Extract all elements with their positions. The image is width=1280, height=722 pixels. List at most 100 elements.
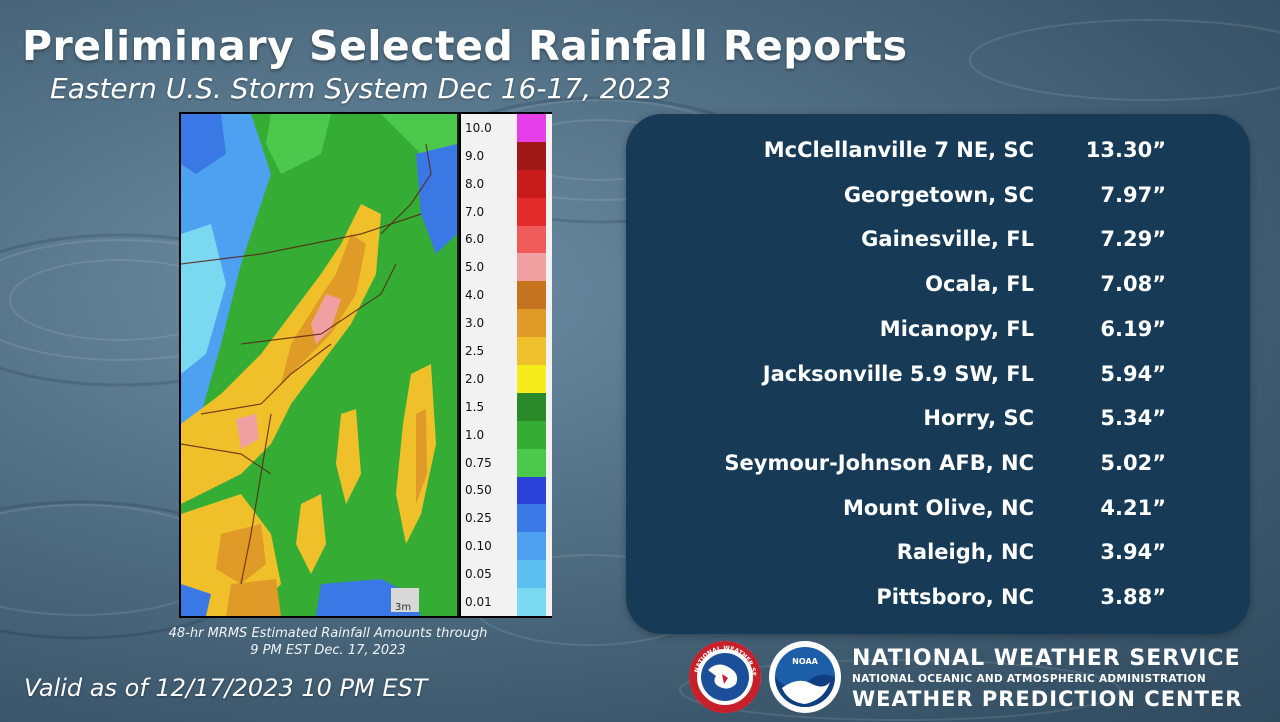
legend-swatch — [517, 560, 546, 589]
legend-label: 0.50 — [465, 483, 492, 498]
report-row: Seymour-Johnson AFB, NC 5.02” — [626, 451, 1250, 481]
map-caption-line1: 48-hr MRMS Estimated Rainfall Amounts th… — [168, 626, 488, 641]
legend-swatch — [517, 253, 546, 282]
report-amount: 7.97” — [1100, 182, 1166, 207]
report-location: Jacksonville 5.9 SW, FL — [762, 361, 1034, 386]
report-amount: 7.08” — [1100, 272, 1166, 297]
rainfall-reports-panel: McClellanville 7 NE, SC 13.30” Georgetown,… — [626, 114, 1250, 634]
noaa-logo-text: NOAA — [792, 657, 818, 666]
report-location: Horry, SC — [923, 406, 1034, 431]
legend-label: 0.25 — [465, 511, 492, 526]
legend-swatch — [517, 588, 546, 616]
legend-row: 1.5 — [461, 392, 552, 421]
report-amount: 6.19” — [1100, 316, 1166, 341]
nws-logo-icon: NATIONAL WEATHER SERVICE — [688, 640, 761, 713]
report-amount: 4.21” — [1100, 495, 1166, 520]
legend-swatch — [517, 281, 546, 310]
report-location: Seymour-Johnson AFB, NC — [724, 450, 1034, 475]
legend-label: 1.0 — [465, 427, 485, 442]
legend-label: 10.0 — [465, 120, 492, 135]
legend-row: 9.0 — [461, 141, 552, 170]
report-row: Horry, SC 5.34” — [626, 406, 1250, 436]
report-location: Raleigh, NC — [896, 540, 1034, 565]
legend-row: 0.75 — [461, 448, 552, 477]
legend-label: 7.0 — [465, 204, 485, 219]
report-amount: 5.02” — [1100, 450, 1166, 475]
report-row: Ocala, FL 7.08” — [626, 272, 1250, 302]
report-row: Gainesville, FL 7.29” — [626, 227, 1250, 257]
legend-swatch — [517, 114, 546, 142]
report-location: Micanopy, FL — [879, 316, 1034, 341]
noaa-logo-icon: NOAA — [769, 641, 841, 713]
report-location: Pittsboro, NC — [876, 585, 1034, 609]
legend-label: 0.75 — [465, 455, 492, 470]
legend-label: 2.0 — [465, 371, 485, 386]
page-subtitle: Eastern U.S. Storm System Dec 16-17, 202… — [50, 72, 672, 105]
legend-label: 4.0 — [465, 288, 485, 303]
legend-row: 7.0 — [461, 197, 552, 226]
report-location: Georgetown, SC — [843, 182, 1034, 207]
legend-label: 0.05 — [465, 567, 492, 582]
report-amount: 7.29” — [1100, 227, 1166, 252]
map-corner-box — [391, 588, 419, 612]
legend-swatch — [517, 197, 546, 226]
legend-row: 0.50 — [461, 476, 552, 505]
legend-swatch — [517, 365, 546, 393]
agency-name: NATIONAL WEATHER SERVICE — [852, 646, 1241, 671]
legend-label: 8.0 — [465, 176, 485, 191]
report-location: Gainesville, FL — [861, 227, 1034, 252]
legend-swatch — [517, 337, 546, 365]
report-row: Mount Olive, NC 4.21” — [626, 496, 1250, 526]
report-amount: 5.34” — [1100, 406, 1166, 431]
rainfall-map-panel: 3m 10.0 9.0 8.0 7.0 6.0 5.0 4.0 3.0 2.5 2.0 1.5 1.0… — [179, 112, 552, 618]
report-row: Georgetown, SC 7.97” — [626, 183, 1250, 213]
report-amount: 3.88” — [1100, 585, 1166, 609]
legend-row: 2.0 — [461, 365, 552, 393]
report-row: Raleigh, NC 3.94” — [626, 540, 1250, 570]
legend-label: 0.01 — [465, 595, 492, 610]
legend-row: 0.01 — [461, 588, 552, 616]
legend-row: 5.0 — [461, 253, 552, 282]
legend-swatch — [517, 169, 546, 198]
legend-swatch — [517, 225, 546, 254]
report-location: Ocala, FL — [925, 272, 1034, 297]
rainfall-legend: 10.0 9.0 8.0 7.0 6.0 5.0 4.0 3.0 2.5 2.0 1.5 1.0 0.7… — [459, 114, 552, 616]
legend-row: 2.5 — [461, 337, 552, 365]
agency-block: NATIONAL WEATHER SERVICE NATIONAL OCEANI… — [852, 646, 1246, 711]
report-row: McClellanville 7 NE, SC 13.30” — [626, 138, 1250, 168]
legend-swatch — [517, 448, 546, 477]
page-title: Preliminary Selected Rainfall Reports — [22, 22, 908, 70]
agency-center: WEATHER PREDICTION CENTER — [852, 687, 1243, 711]
legend-label: 2.5 — [465, 344, 485, 359]
legend-label: 0.10 — [465, 539, 492, 554]
report-amount: 3.94” — [1100, 540, 1166, 565]
legend-row: 1.0 — [461, 420, 552, 449]
legend-swatch — [517, 141, 546, 170]
legend-label: 1.5 — [465, 399, 485, 414]
report-amount: 5.94” — [1100, 361, 1166, 386]
rainfall-map: 3m — [181, 114, 457, 616]
legend-row: 8.0 — [461, 169, 552, 198]
legend-swatch — [517, 476, 546, 505]
legend-swatch — [517, 420, 546, 449]
report-row: Pittsboro, NC 3.88” — [626, 585, 1250, 615]
legend-label: 5.0 — [465, 260, 485, 275]
legend-row: 3.0 — [461, 309, 552, 338]
valid-time: Valid as of 12/17/2023 10 PM EST — [24, 674, 428, 702]
legend-label: 3.0 — [465, 316, 485, 331]
legend-swatch — [517, 309, 546, 338]
legend-label: 9.0 — [465, 148, 485, 163]
legend-row: 0.05 — [461, 560, 552, 589]
legend-swatch — [517, 392, 546, 421]
legend-swatch — [517, 532, 546, 561]
legend-row: 0.10 — [461, 532, 552, 561]
map-caption-line2: 9 PM EST Dec. 17, 2023 — [250, 643, 406, 658]
report-row: Micanopy, FL 6.19” — [626, 317, 1250, 347]
legend-swatch — [517, 504, 546, 533]
map-corner-label: 3m — [395, 602, 411, 613]
legend-label: 6.0 — [465, 232, 485, 247]
agency-parent: NATIONAL OCEANIC AND ATMOSPHERIC ADMINIS… — [852, 673, 1206, 685]
report-amount: 13.30” — [1085, 138, 1166, 162]
legend-row: 6.0 — [461, 225, 552, 254]
report-row: Jacksonville 5.9 SW, FL 5.94” — [626, 362, 1250, 392]
